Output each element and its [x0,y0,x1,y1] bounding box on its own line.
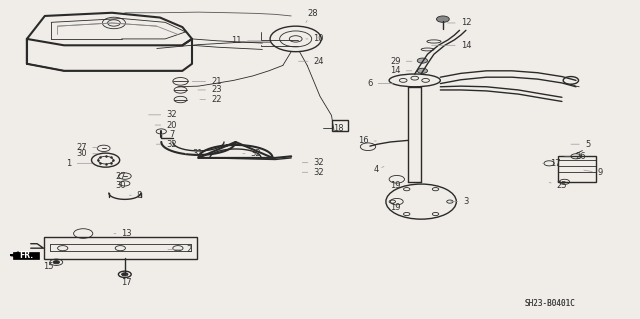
Text: 26: 26 [564,152,586,161]
Text: 12: 12 [447,19,471,27]
Text: 17: 17 [122,275,132,287]
Circle shape [417,68,428,73]
Text: 30: 30 [77,149,99,158]
Text: 32: 32 [156,140,177,149]
Text: SH23-B0401C: SH23-B0401C [525,299,575,308]
Circle shape [417,58,428,63]
Circle shape [53,261,60,264]
Text: 28: 28 [306,9,317,22]
Text: 4: 4 [374,165,384,174]
Text: 15: 15 [43,262,53,271]
Text: 14: 14 [431,41,471,50]
Text: 27: 27 [115,172,125,181]
Text: 10: 10 [306,34,324,43]
Text: 25: 25 [549,181,567,190]
Text: 2: 2 [168,245,191,254]
Bar [44,237,197,259]
Text: 1: 1 [67,159,92,168]
Text: 24: 24 [298,57,324,66]
Text: 13: 13 [114,229,132,238]
Text: 19: 19 [390,181,401,190]
Text: SH23-B0401C: SH23-B0401C [525,299,575,308]
Text: 20: 20 [155,121,177,130]
Text: 9: 9 [584,168,603,177]
Text: 31: 31 [185,149,202,158]
Text: 11: 11 [232,36,261,45]
Text: 3: 3 [451,197,468,206]
Text: 32: 32 [302,168,324,177]
Bar [558,156,596,182]
Text: 6: 6 [367,79,393,88]
Text: 32: 32 [243,149,261,158]
FancyBboxPatch shape [13,252,39,259]
Text: 17: 17 [543,159,561,168]
Text: 18: 18 [333,124,343,133]
Circle shape [122,273,128,276]
Text: 32: 32 [148,110,177,119]
Text: 19: 19 [390,204,401,212]
Text: 23: 23 [198,85,221,94]
Text: 30: 30 [115,181,125,190]
Text: 7: 7 [161,130,174,139]
Text: 29: 29 [390,57,412,66]
Text: 5: 5 [571,140,590,149]
Text: 16: 16 [358,137,376,145]
Text: 32: 32 [302,158,324,167]
Text: 8: 8 [129,191,142,200]
Text: 14: 14 [390,66,412,75]
Circle shape [436,16,449,22]
Text: 22: 22 [200,95,221,104]
Text: FR.: FR. [19,251,33,260]
Text: 27: 27 [77,143,99,152]
Bar [332,120,348,131]
Text: 21: 21 [192,77,221,86]
